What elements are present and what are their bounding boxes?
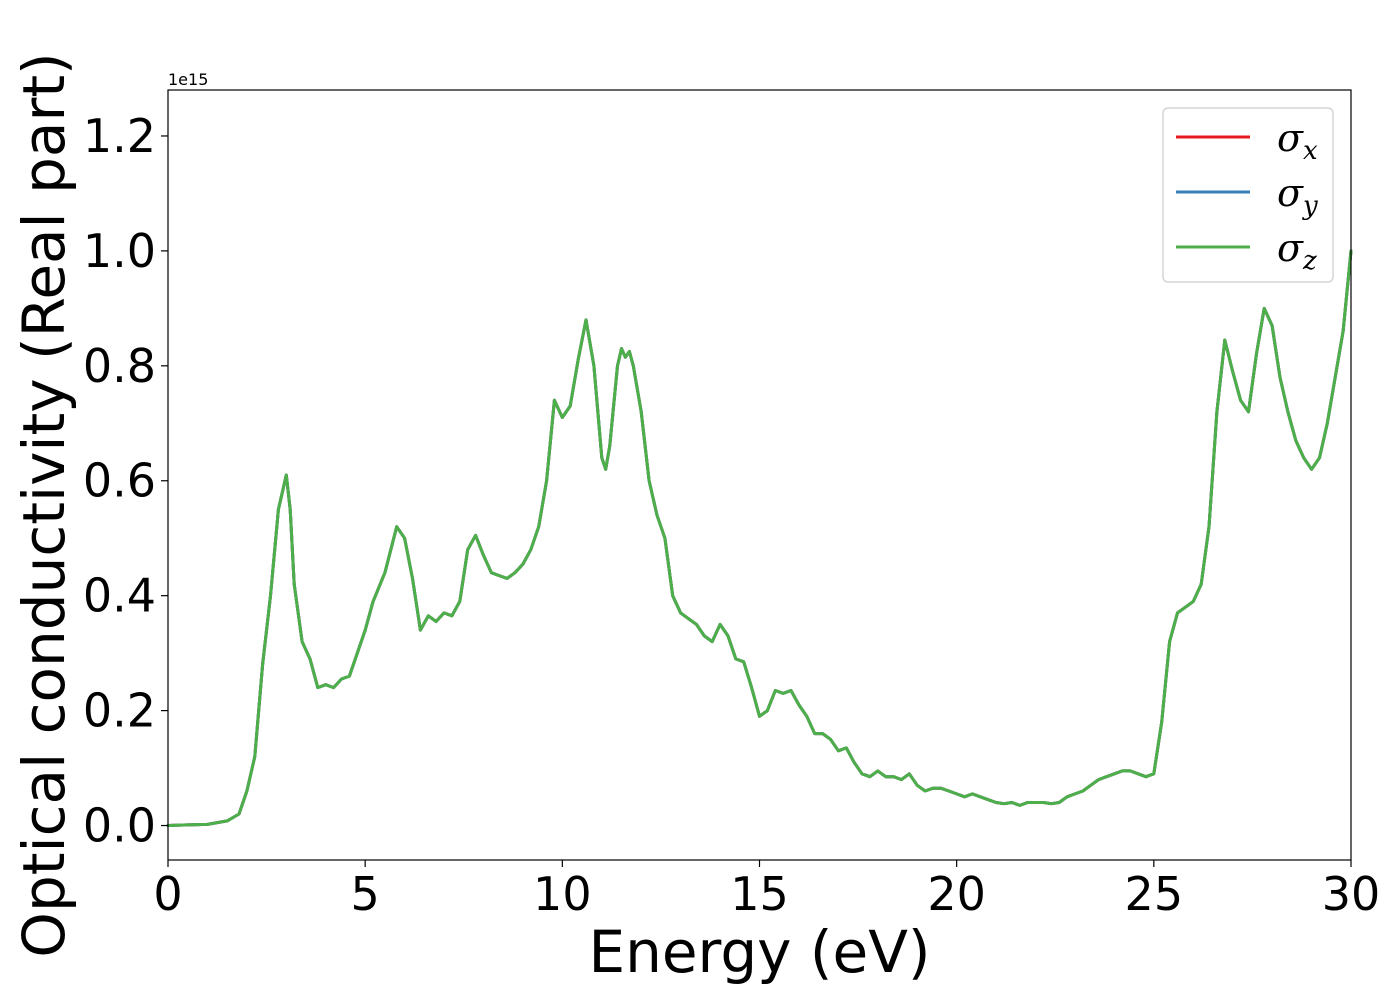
x-tick-label: 20 — [927, 867, 986, 921]
y-tick-label: 1.0 — [83, 224, 156, 278]
legend-box — [1162, 107, 1334, 283]
y-axis-offset-label: 1e15 — [168, 70, 208, 89]
axes: 0 5 10 15 20 25 30 0.0 0.2 0.4 0.6 0.8 1.0 1.2 — [83, 89, 1381, 921]
y-tick-label: 0.2 — [83, 684, 156, 738]
x-tick-label: 30 — [1322, 867, 1381, 921]
plot-area — [168, 90, 1351, 860]
x-tick-label: 0 — [153, 867, 182, 921]
legend-label-y: σy — [1277, 171, 1318, 221]
legend-label-z: σz — [1277, 226, 1317, 276]
y-tick-label: 0.6 — [83, 454, 156, 508]
x-tick-label: 15 — [730, 867, 789, 921]
series-line-z — [166, 249, 1353, 827]
y-axis-label: Optical conductivity (Real part) — [10, 52, 78, 957]
series-lines — [166, 249, 1353, 827]
x-axis-label: Energy (eV) — [588, 918, 930, 986]
x-tick-label: 25 — [1125, 867, 1184, 921]
y-tick-label: 1.2 — [83, 109, 156, 163]
plot-background — [168, 90, 1351, 860]
y-tick-label: 0.0 — [83, 799, 156, 853]
legend-label-x: σx — [1277, 116, 1318, 166]
y-tick-label: 0.8 — [83, 339, 156, 393]
x-tick-label: 5 — [351, 867, 380, 921]
x-tick-label: 10 — [533, 867, 592, 921]
y-tick-label: 0.4 — [83, 569, 156, 623]
